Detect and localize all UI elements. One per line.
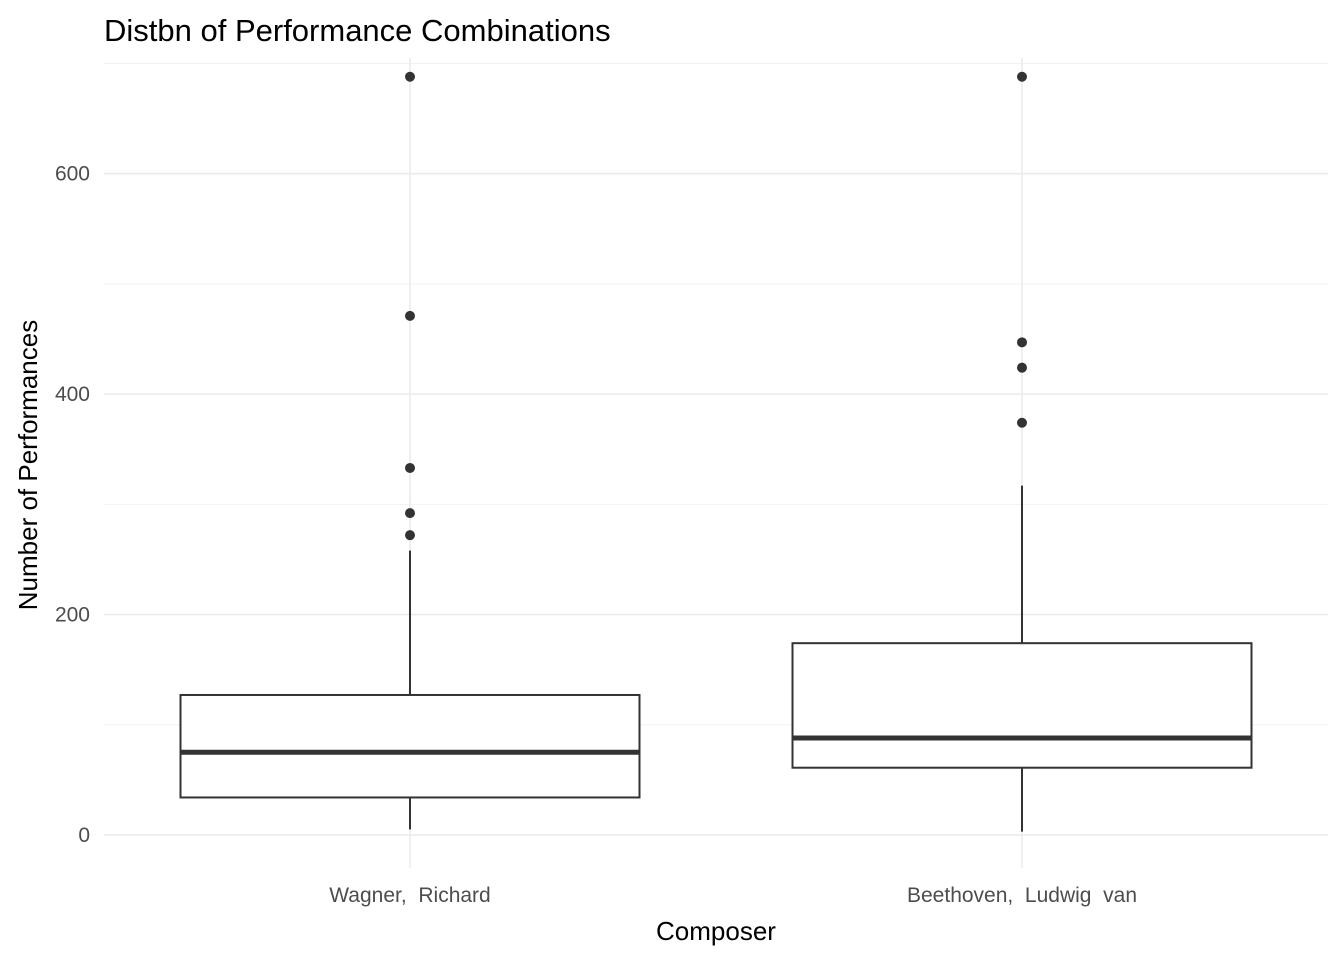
y-tick-label: 0 [78,824,90,847]
outlier-point [1017,71,1027,82]
y-tick-label: 400 [55,383,90,406]
outlier-point [1017,362,1027,373]
box [791,642,1253,769]
x-tick-label: Beethoven, Ludwig van [907,884,1137,907]
outlier-point [405,462,415,473]
x-tick-label: Wagner, Richard [329,884,490,907]
x-axis-title: Composer [656,916,776,946]
y-tick-label: 600 [55,163,90,186]
outlier-point [1017,417,1027,428]
outlier-point [405,530,415,541]
chart-title: Distbn of Performance Combinations [104,13,611,48]
y-axis-title: Number of Performances [13,320,43,610]
outlier-point [1017,337,1027,348]
plot-area: 0 200 400 600 Wagner, Richard Beethoven, Ludw… [55,58,1328,907]
y-tick-label: 200 [55,604,90,627]
outlier-point [405,310,415,321]
outlier-point [405,508,415,519]
outlier-point [405,71,415,82]
box [179,693,641,799]
